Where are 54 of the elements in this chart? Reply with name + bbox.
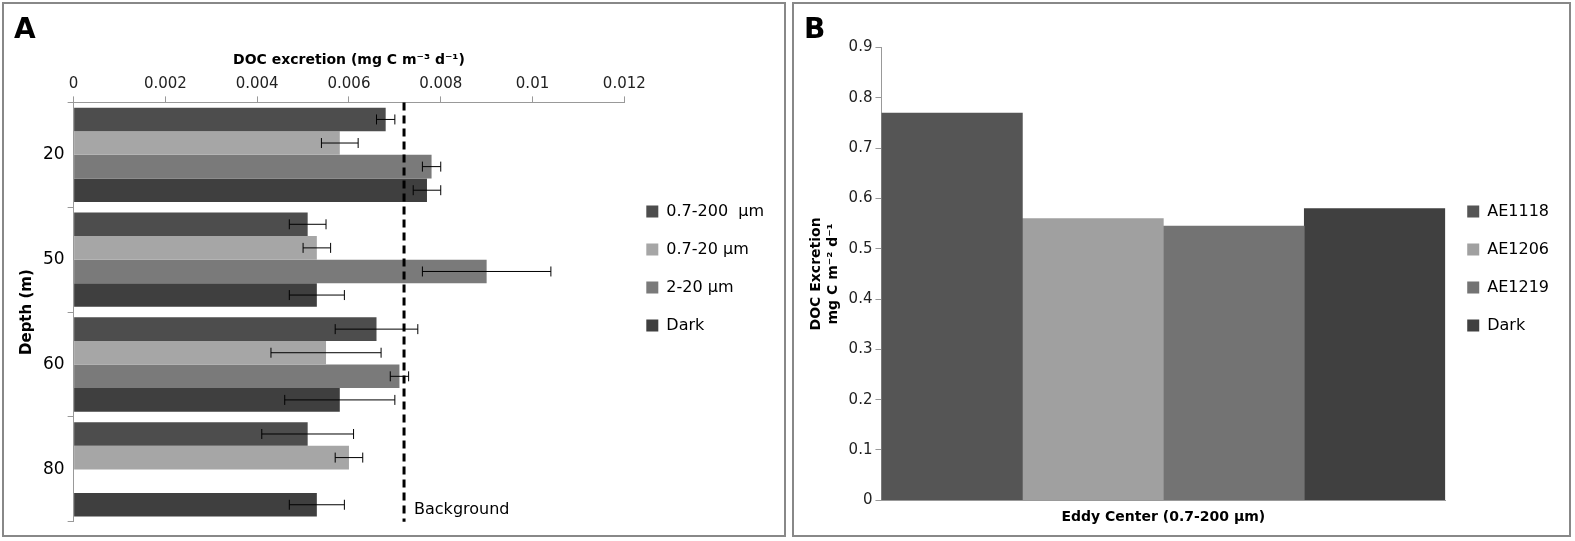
y-tick-label: 0.1 [848, 439, 873, 458]
y-tick-label: 0.8 [848, 87, 873, 106]
y-tick-label: 50 [42, 248, 65, 269]
legend-label: Dark [666, 314, 706, 334]
y-tick-label: 0.9 [848, 37, 873, 56]
x-tick-label: 0.01 [515, 74, 550, 93]
bar [881, 112, 1023, 501]
x-tick-label: 0.002 [143, 74, 187, 93]
x-tick-label: 0 [68, 74, 79, 93]
bar [74, 178, 427, 203]
y-tick-label: 60 [42, 352, 65, 373]
legend-label: AE1118 [1487, 200, 1550, 220]
y-tick-label: 0.2 [848, 389, 873, 408]
chart-title: B [804, 12, 826, 46]
y-tick-label: 0.3 [848, 339, 873, 358]
legend-label: AE1219 [1487, 276, 1550, 296]
x-tick-label: 0.008 [419, 74, 463, 93]
y-tick-label: 20 [42, 143, 65, 164]
x-tick-label: 0.012 [602, 74, 646, 93]
x-tick-label: 0.006 [327, 74, 371, 93]
bar [74, 340, 327, 365]
y-tick-label: 0.7 [848, 138, 873, 157]
y-tick-label: 80 [42, 457, 65, 478]
bar [74, 259, 487, 284]
legend-label: Dark [1487, 314, 1526, 334]
bar [74, 212, 308, 237]
bar [74, 364, 400, 389]
legend-label: AE1206 [1487, 238, 1550, 258]
y-axis-title: DOC Excretion mg C m⁻² d⁻¹ [807, 217, 840, 331]
y-tick-label: 0 [862, 490, 873, 509]
bar [74, 236, 317, 260]
bar [1163, 225, 1305, 501]
x-tick-label: Eddy Center (0.7-200 µm) [1061, 508, 1266, 525]
x-tick-label: 0.004 [235, 74, 279, 93]
bar [1303, 208, 1446, 501]
x-axis-title: DOC excretion (mg C m⁻³ d⁻¹) [233, 50, 465, 67]
bar [74, 154, 432, 179]
bar [74, 107, 386, 132]
bar [74, 422, 308, 446]
y-tick-label: 0.6 [848, 188, 873, 207]
bar [74, 317, 377, 341]
bar [74, 283, 317, 307]
y-tick-label: 0.5 [848, 238, 873, 257]
bar [74, 388, 340, 412]
bar [74, 131, 340, 155]
bar [74, 492, 317, 517]
legend-label: 0.7-200 µm [666, 200, 765, 220]
chart-title: A [14, 12, 36, 46]
legend-label: 0.7-20 µm [666, 238, 749, 258]
y-axis-title: Depth (m) [16, 269, 35, 355]
bar [74, 445, 349, 470]
ref-line-label: Background [414, 498, 510, 518]
legend-label: 2-20 µm [666, 276, 734, 296]
y-tick-label: 0.4 [848, 288, 873, 307]
